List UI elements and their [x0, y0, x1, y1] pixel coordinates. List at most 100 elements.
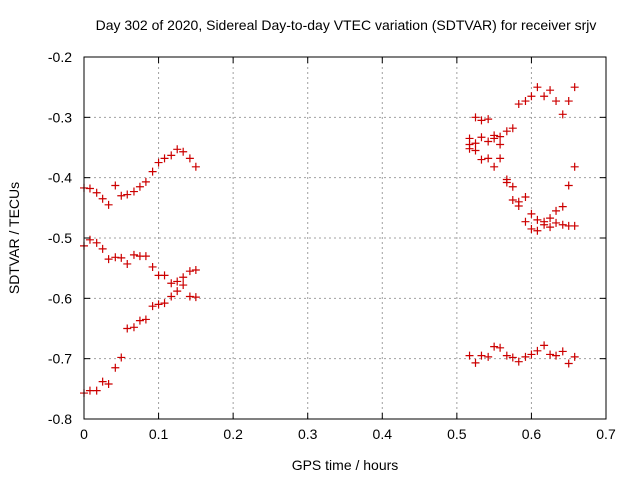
series-satellite-g	[465, 341, 579, 368]
data-point	[179, 147, 188, 156]
data-point	[154, 300, 163, 309]
data-point	[167, 292, 176, 301]
data-point	[92, 188, 101, 197]
data-point	[465, 351, 474, 360]
x-tick-label: 0.1	[149, 426, 169, 442]
y-tick-label: -0.3	[48, 109, 72, 125]
data-point	[173, 145, 182, 154]
data-point	[570, 162, 579, 171]
data-point	[508, 195, 517, 204]
data-point	[477, 155, 486, 164]
data-point	[533, 226, 542, 235]
data-point	[496, 140, 505, 149]
data-point	[148, 302, 157, 311]
data-point	[490, 342, 499, 351]
chart-title: Day 302 of 2020, Sidereal Day-to-day VTE…	[96, 17, 597, 33]
data-point	[98, 377, 107, 386]
x-tick-label: 0.5	[447, 426, 467, 442]
data-point	[111, 363, 120, 372]
data-point	[552, 206, 561, 215]
data-point	[135, 182, 144, 191]
data-point	[552, 218, 561, 227]
data-point	[85, 386, 94, 395]
data-point	[527, 209, 536, 218]
data-point	[179, 281, 188, 290]
data-point	[477, 351, 486, 360]
data-point	[471, 146, 480, 155]
data-point	[111, 181, 120, 190]
y-tick-label: -0.7	[48, 351, 72, 367]
data-point	[521, 217, 530, 226]
data-point	[564, 181, 573, 190]
data-point	[521, 192, 530, 201]
data-point	[477, 133, 486, 142]
series-satellite-c	[80, 281, 200, 398]
data-point	[129, 323, 138, 332]
data-point	[92, 238, 101, 247]
data-point	[85, 184, 94, 193]
x-tick-label: 0.2	[223, 426, 243, 442]
data-point	[179, 273, 188, 282]
data-point	[117, 353, 126, 362]
data-point	[98, 194, 107, 203]
x-tick-label: 0.7	[596, 426, 616, 442]
y-tick-label: -0.8	[48, 411, 72, 427]
data-point	[471, 358, 480, 367]
data-point	[123, 190, 132, 199]
data-point	[496, 343, 505, 352]
data-point	[123, 324, 132, 333]
data-point	[521, 97, 530, 106]
data-point	[484, 137, 493, 146]
data-point	[173, 287, 182, 296]
series-satellite-b	[80, 235, 200, 288]
data-point	[167, 279, 176, 288]
data-point	[502, 127, 511, 136]
data-point	[484, 352, 493, 361]
data-point	[490, 134, 499, 143]
data-point	[185, 292, 194, 301]
data-point	[185, 267, 194, 276]
data-point	[527, 224, 536, 233]
data-point	[514, 100, 523, 109]
data-point	[546, 350, 555, 359]
data-point	[154, 158, 163, 167]
grid-lines	[84, 57, 606, 419]
data-point	[148, 262, 157, 271]
data-point	[508, 182, 517, 191]
data-point	[533, 346, 542, 355]
series-satellite-d	[465, 83, 579, 143]
data-point	[123, 259, 132, 268]
data-point	[85, 235, 94, 244]
data-point	[484, 115, 493, 124]
y-tick-label: -0.2	[48, 49, 72, 65]
data-point	[558, 220, 567, 229]
data-point	[117, 191, 126, 200]
data-point	[570, 352, 579, 361]
data-point	[477, 116, 486, 125]
data-point	[117, 253, 126, 262]
data-point	[502, 351, 511, 360]
x-tick-label: 0.4	[373, 426, 393, 442]
data-point	[521, 352, 530, 361]
series-satellite-f	[465, 144, 579, 235]
data-point	[552, 351, 561, 360]
data-point	[527, 92, 536, 101]
data-point	[484, 154, 493, 163]
data-point	[540, 220, 549, 229]
data-point	[570, 221, 579, 230]
data-point	[185, 154, 194, 163]
data-point	[514, 202, 523, 211]
data-point	[141, 315, 150, 324]
data-point	[191, 162, 200, 171]
data-point	[135, 316, 144, 325]
data-point	[564, 97, 573, 106]
data-point	[533, 83, 542, 92]
data-point	[191, 293, 200, 302]
data-point	[496, 132, 505, 141]
data-point	[540, 341, 549, 350]
x-tick-label: 0.3	[298, 426, 318, 442]
data-point	[514, 357, 523, 366]
data-points	[80, 83, 579, 398]
series-satellite-e	[465, 133, 579, 226]
data-point	[496, 154, 505, 163]
